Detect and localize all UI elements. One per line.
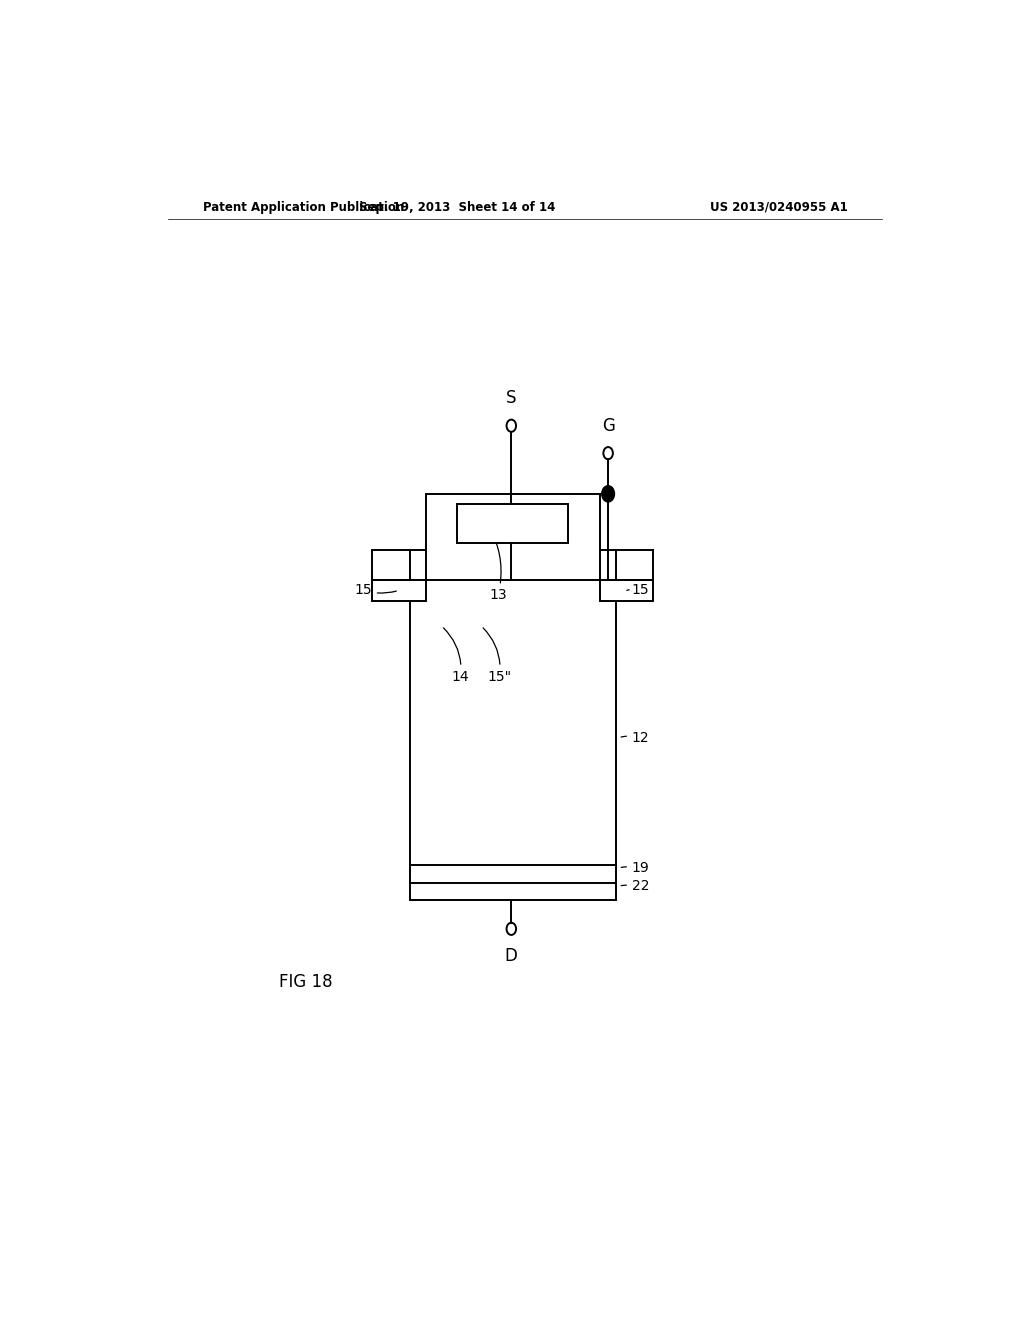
Text: 19: 19 (622, 861, 649, 875)
Bar (600, 581, 653, 601)
Text: 12: 12 (622, 731, 649, 744)
Circle shape (602, 486, 614, 502)
Text: 21: 21 (518, 515, 541, 529)
Bar (373, 581, 426, 601)
Text: 15": 15" (483, 628, 512, 684)
Text: Sep. 19, 2013  Sheet 14 of 14: Sep. 19, 2013 Sheet 14 of 14 (359, 201, 556, 214)
Text: G: G (602, 417, 614, 434)
Bar (458, 504, 568, 543)
Text: 15: 15 (354, 583, 396, 598)
Bar (410, 549, 616, 900)
Text: 14: 14 (443, 628, 469, 684)
Text: 15: 15 (627, 583, 649, 598)
Text: FIG 18: FIG 18 (279, 973, 333, 991)
Text: 13: 13 (489, 529, 507, 602)
Bar (426, 494, 600, 581)
Text: Patent Application Publication: Patent Application Publication (204, 201, 404, 214)
Text: US 2013/0240955 A1: US 2013/0240955 A1 (710, 201, 848, 214)
Text: S: S (506, 389, 516, 408)
Text: D: D (505, 948, 518, 965)
Text: 22: 22 (622, 879, 649, 894)
